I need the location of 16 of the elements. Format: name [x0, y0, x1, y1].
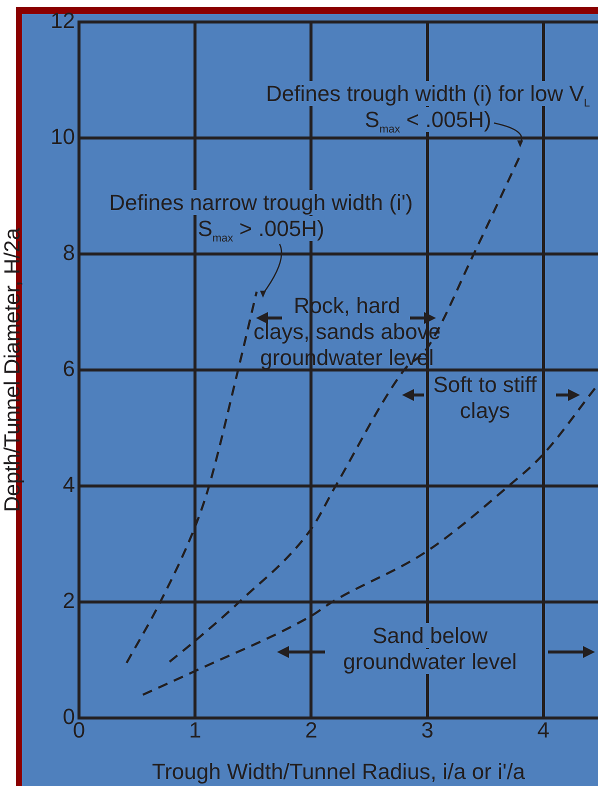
y-tick-label: 4 — [62, 472, 75, 498]
y-axis-title: Depth/Tunnel Diameter, H/2a — [0, 227, 24, 512]
x-axis-title: Trough Width/Tunnel Radius, i/a or i'/a — [152, 758, 526, 784]
x-tick-label: 3 — [421, 717, 434, 742]
x-tick-label: 2 — [305, 717, 318, 742]
annotation: Sand below groundwater level — [343, 623, 517, 674]
y-tick-label: 10 — [50, 124, 75, 150]
y-tick-label: 8 — [62, 240, 75, 266]
y-tick-label: 12 — [50, 8, 75, 34]
y-tick-label: 2 — [62, 588, 75, 614]
x-tick-label: 4 — [537, 717, 550, 742]
text: Defines trough width (i) for low V$_{L}$ S$_{max}$ < .005H) — [266, 81, 590, 136]
annotation: Soft to stiff clays — [433, 372, 537, 423]
y-tick-label: 6 — [62, 356, 75, 382]
x-tick-label: 1 — [188, 717, 202, 742]
annotation: Defines narrow trough width (i') S$_{max}$ > .005H) — [109, 190, 413, 244]
